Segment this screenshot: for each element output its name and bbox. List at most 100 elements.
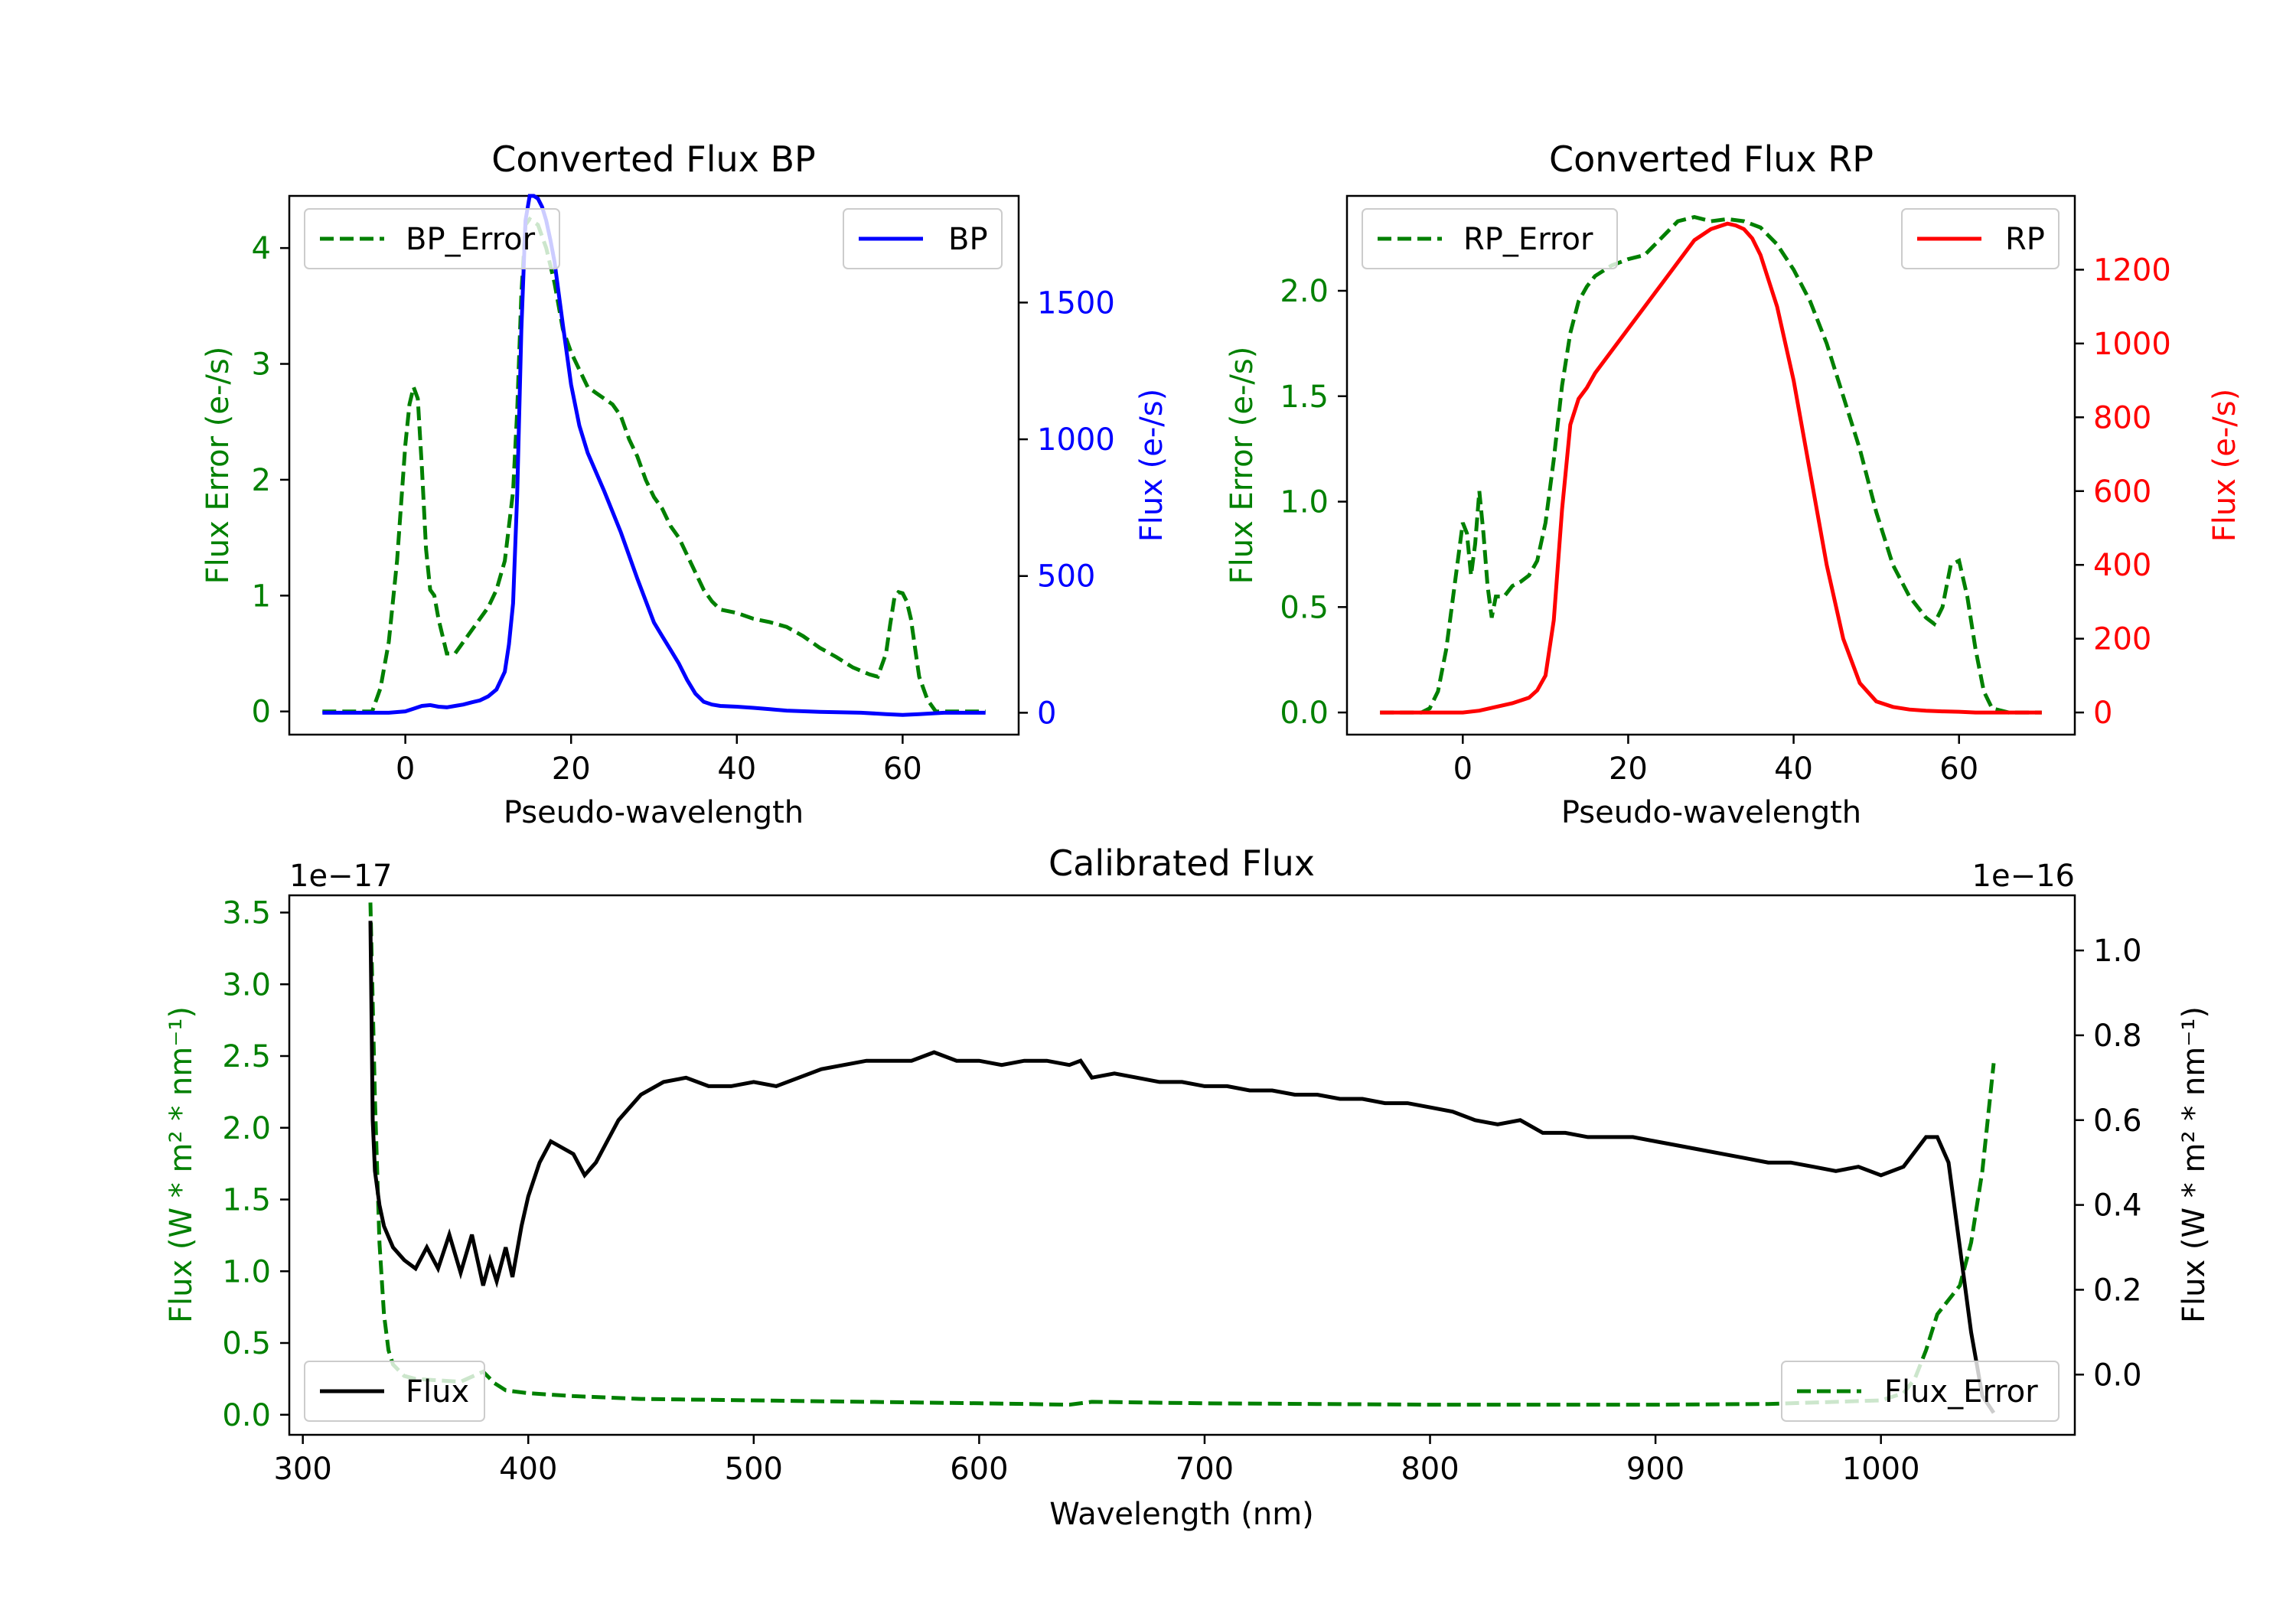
calibrated-x-tick-label: 300	[273, 1452, 331, 1487]
bp-error-line	[322, 216, 986, 714]
rp-x-ticks: 0 20 40 60	[1453, 735, 1978, 787]
rp-right-tick-label: 200	[2093, 622, 2151, 657]
bp-right-ticks: 0 500 1000 1500	[1019, 285, 1115, 731]
calibrated-left-tick-label: 0.5	[222, 1326, 271, 1361]
calibrated-left-tick-label: 3.5	[222, 896, 271, 931]
bp-axes-frame	[288, 194, 1020, 736]
rp-left-ylabel: Flux Error (e-/s)	[1225, 347, 1260, 585]
calibrated-left-tick-label: 2.0	[222, 1111, 271, 1146]
rp-legend-error: RP_Error	[1362, 208, 1618, 269]
bp-left-ylabel: Flux Error (e-/s)	[201, 347, 236, 585]
rp-legend-error-box	[1362, 208, 1618, 269]
rp-legend-error-label: RP_Error	[1463, 222, 1593, 257]
bp-left-tick-label: 2	[252, 463, 271, 498]
calibrated-x-tick-label: 600	[950, 1452, 1008, 1487]
rp-right-tick-label: 800	[2093, 400, 2151, 435]
rp-right-tick-label: 0	[2093, 696, 2112, 731]
rp-right-tick-label: 1000	[2093, 327, 2171, 362]
calibrated-left-ylabel: Flux (W * m² * nm⁻¹)	[164, 1006, 199, 1323]
calibrated-left-ticks: 0.0 0.5 1.0 1.5 2.0 2.5 3.0 3.5	[222, 896, 289, 1433]
bp-right-tick-label: 1500	[1037, 285, 1115, 321]
bp-left-tick-label: 1	[252, 579, 271, 614]
calibrated-right-ticks: 0.0 0.2 0.4 0.6 0.8 1.0	[2075, 934, 2142, 1393]
bp-right-tick-label: 0	[1037, 696, 1056, 731]
bp-right-tick-label: 500	[1037, 559, 1095, 595]
rp-left-tick-label: 1.5	[1280, 380, 1329, 415]
calibrated-legend-error-label: Flux_Error	[1884, 1374, 2038, 1410]
bp-legend-error: BP_Error	[304, 208, 560, 269]
bp-legend-flux: BP	[843, 208, 1003, 269]
bp-left-tick-label: 4	[252, 231, 271, 266]
calibrated-axes-frame	[288, 894, 2076, 1436]
bp-left-tick-label: 0	[252, 695, 271, 730]
rp-x-tick-label: 60	[1939, 751, 1978, 787]
calibrated-right-offset: 1e−16	[1972, 859, 2075, 894]
rp-axes-frame	[1345, 194, 2076, 736]
rp-left-tick-label: 0.5	[1280, 590, 1329, 625]
bp-legend-error-box	[304, 208, 560, 269]
rp-left-tick-label: 2.0	[1280, 274, 1329, 309]
rp-left-ticks: 0.0 0.5 1.0 1.5 2.0	[1280, 274, 1347, 731]
rp-left-tick-label: 1.0	[1280, 485, 1329, 520]
calibrated-right-ylabel: Flux (W * m² * nm⁻¹)	[2177, 1006, 2212, 1323]
rp-x-tick-label: 20	[1609, 751, 1648, 787]
calibrated-left-tick-label: 1.0	[222, 1254, 271, 1289]
rp-left-tick-label: 0.0	[1280, 696, 1329, 731]
calibrated-legend-error-box	[1781, 1361, 2060, 1422]
calibrated-x-tick-label: 900	[1626, 1452, 1684, 1487]
rp-right-tick-label: 600	[2093, 474, 2151, 510]
rp-flux-line	[1380, 221, 2042, 715]
calibrated-right-tick-label: 0.0	[2093, 1358, 2142, 1393]
calibrated-left-tick-label: 3.0	[222, 967, 271, 1002]
calibrated-title: Calibrated Flux	[1049, 843, 1315, 884]
bp-xlabel: Pseudo-wavelength	[504, 795, 804, 830]
calibrated-x-tick-label: 800	[1401, 1452, 1459, 1487]
rp-right-tick-label: 400	[2093, 548, 2151, 583]
calibrated-x-tick-label: 500	[725, 1452, 783, 1487]
rp-xlabel: Pseudo-wavelength	[1561, 795, 1861, 830]
calibrated-x-tick-label: 1000	[1842, 1452, 1920, 1487]
bp-left-tick-label: 3	[252, 347, 271, 383]
rp-right-tick-label: 1200	[2093, 253, 2171, 288]
calibrated-right-tick-label: 0.4	[2093, 1188, 2142, 1224]
calibrated-x-ticks: 300 400 500 600 700 800 900 1000	[273, 1435, 1920, 1487]
calibrated-flux-line	[368, 921, 1996, 1414]
rp-title: Converted Flux RP	[1549, 139, 1874, 180]
rp-x-tick-label: 0	[1453, 751, 1473, 787]
bp-right-ylabel: Flux (e-/s)	[1134, 389, 1169, 542]
bp-x-tick-label: 20	[552, 751, 591, 787]
rp-panel: Converted Flux RP 0 20 40 60 0.0 0.5 1.0 1.5 2.…	[1225, 139, 2242, 830]
bp-left-ticks: 0 1 2 3 4	[252, 231, 289, 730]
bp-title: Converted Flux BP	[491, 139, 816, 180]
bp-x-tick-label: 60	[883, 751, 922, 787]
rp-legend-flux-label: RP	[2005, 222, 2045, 257]
rp-error-line	[1380, 215, 2042, 715]
bp-x-tick-label: 40	[717, 751, 756, 787]
bp-legend-flux-label: BP	[948, 222, 988, 257]
rp-legend-flux: RP	[1901, 208, 2060, 269]
calibrated-legend-flux-box	[304, 1361, 485, 1422]
calibrated-left-offset: 1e−17	[289, 859, 392, 894]
calibrated-right-tick-label: 0.2	[2093, 1273, 2142, 1308]
calibrated-panel: Calibrated Flux 1e−17 1e−16 300 400 500 600…	[164, 843, 2212, 1532]
calibrated-x-tick-label: 700	[1176, 1452, 1234, 1487]
calibrated-left-tick-label: 0.0	[222, 1398, 271, 1433]
bp-right-tick-label: 1000	[1037, 422, 1115, 458]
bp-x-tick-label: 0	[396, 751, 415, 787]
calibrated-xlabel: Wavelength (nm)	[1049, 1497, 1314, 1532]
bp-panel: Converted Flux BP 0 20 40 60 0 1 2 3 4 0 500 1000…	[201, 139, 1169, 830]
rp-x-tick-label: 40	[1774, 751, 1813, 787]
calibrated-right-tick-label: 1.0	[2093, 934, 2142, 969]
calibrated-right-tick-label: 0.6	[2093, 1103, 2142, 1139]
rp-right-ticks: 0 200 400 600 800 1000 1200	[2075, 253, 2171, 731]
calibrated-legend-flux: Flux	[304, 1361, 485, 1422]
rp-right-ylabel: Flux (e-/s)	[2207, 389, 2242, 542]
calibrated-left-tick-label: 2.5	[222, 1039, 271, 1074]
calibrated-left-tick-label: 1.5	[222, 1183, 271, 1218]
calibrated-x-tick-label: 400	[499, 1452, 557, 1487]
bp-x-ticks: 0 20 40 60	[396, 735, 922, 787]
calibrated-legend-error: Flux_Error	[1781, 1361, 2060, 1422]
bp-legend-error-label: BP_Error	[406, 222, 536, 257]
bp-gridless-frame	[288, 194, 1020, 736]
